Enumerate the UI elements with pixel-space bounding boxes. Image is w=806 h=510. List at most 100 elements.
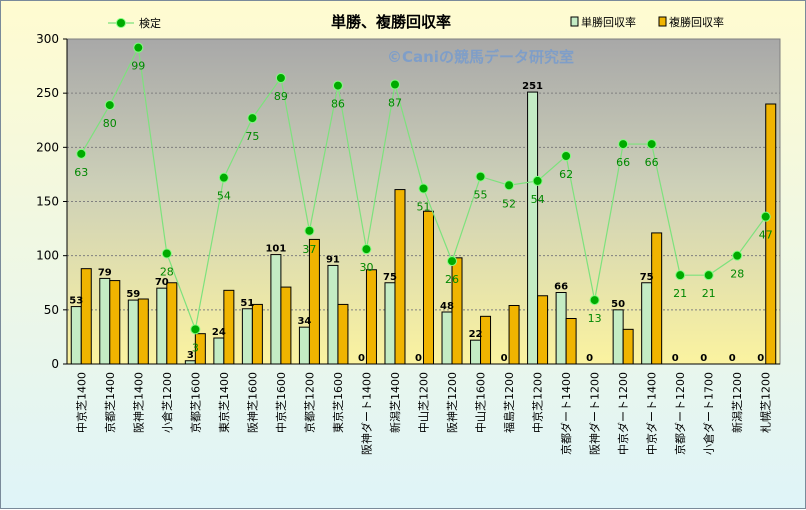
- kentei-data-label: 87: [388, 97, 402, 110]
- tansho-data-label: 0: [358, 353, 365, 364]
- bar-tansho: [127, 299, 139, 365]
- kentei-marker: [646, 139, 657, 150]
- kentei-marker: [190, 324, 201, 335]
- x-category-label: 阪神芝1400: [131, 372, 145, 433]
- kentei-data-label: 21: [673, 287, 687, 300]
- kentei-data-label: 62: [559, 168, 573, 181]
- kentei-data-label: 55: [474, 189, 488, 202]
- kentei-marker: [247, 113, 258, 124]
- kentei-marker: [532, 175, 543, 186]
- tansho-data-label: 3: [187, 350, 194, 361]
- kentei-data-label: 66: [616, 156, 630, 169]
- bar-fukusho: [765, 103, 777, 365]
- kentei-marker: [332, 80, 343, 91]
- tansho-data-label: 0: [729, 353, 736, 364]
- bar-tansho: [470, 339, 482, 365]
- kentei-marker: [418, 183, 429, 194]
- watermark: ©Caniの競馬データ研究室: [387, 48, 574, 66]
- kentei-marker: [504, 180, 515, 191]
- x-category-label: 京都芝1600: [188, 372, 202, 433]
- kentei-data-label: 3: [192, 341, 199, 354]
- x-category-label: 京都芝1400: [103, 372, 117, 433]
- kentei-marker: [304, 225, 315, 236]
- kentei-data-label: 63: [74, 166, 88, 179]
- x-category-label: 京都ダート1200: [673, 372, 687, 455]
- bar-fukusho: [166, 282, 178, 365]
- kentei-marker: [133, 42, 144, 53]
- kentei-data-label: 86: [331, 98, 345, 111]
- x-category-label: 阪神芝1200: [445, 372, 459, 433]
- x-category-label: 中山芝1600: [475, 372, 488, 433]
- x-category-label: 京都ダート1400: [559, 372, 573, 455]
- kentei-data-label: 28: [730, 268, 744, 281]
- x-category-label: 阪神ダート1400: [359, 372, 373, 455]
- x-category-label: 中京芝1400: [74, 372, 88, 433]
- x-category-label: 阪神ダート1200: [588, 372, 602, 455]
- kentei-marker: [76, 148, 87, 159]
- bar-fukusho: [451, 257, 463, 365]
- kentei-data-label: 51: [417, 201, 431, 214]
- bar-tansho: [70, 306, 82, 365]
- bar-fukusho: [109, 280, 121, 365]
- bar-fukusho: [537, 295, 549, 365]
- x-category-label: 新潟芝1200: [730, 372, 744, 433]
- x-category-label: 小倉芝1200: [160, 372, 174, 433]
- legend-tansho-label: 単勝回収率: [581, 15, 636, 29]
- kentei-data-label: 99: [131, 60, 145, 73]
- tansho-data-label: 75: [640, 272, 654, 283]
- bar-fukusho: [565, 318, 577, 365]
- bar-fukusho: [251, 303, 263, 365]
- bar-fukusho: [480, 315, 492, 365]
- bar-fukusho: [194, 333, 206, 365]
- tansho-data-label: 0: [501, 353, 508, 364]
- kentei-data-label: 30: [359, 261, 373, 274]
- kentei-marker: [161, 248, 172, 259]
- kentei-data-label: 52: [502, 197, 516, 210]
- bar-fukusho: [280, 286, 292, 365]
- tansho-data-label: 0: [700, 353, 707, 364]
- bar-tansho: [298, 326, 310, 365]
- bar-tansho: [612, 309, 624, 365]
- chart-title: 単勝、複勝回収率: [331, 13, 451, 31]
- bar-tansho: [441, 311, 453, 365]
- x-category-label: 京都芝1200: [302, 372, 316, 433]
- kentei-data-label: 54: [217, 190, 231, 203]
- x-category-label: 中京ダート1400: [645, 372, 659, 455]
- tansho-data-label: 34: [297, 316, 311, 327]
- tansho-data-label: 0: [672, 353, 679, 364]
- x-category-label: 札幌芝1200: [759, 372, 773, 433]
- kentei-marker: [104, 100, 115, 111]
- kentei-data-label: 21: [702, 287, 716, 300]
- tansho-data-label: 0: [757, 353, 764, 364]
- y-tick-label: 100: [36, 249, 59, 263]
- kentei-marker: [561, 151, 572, 161]
- kentei-marker: [675, 270, 686, 281]
- tansho-data-label: 0: [415, 353, 422, 364]
- bar-tansho: [641, 282, 653, 365]
- tansho-data-label: 91: [326, 254, 340, 265]
- tansho-data-label: 75: [383, 272, 397, 283]
- tansho-data-label: 50: [611, 299, 625, 310]
- bar-tansho: [555, 292, 567, 365]
- bar-fukusho: [337, 303, 349, 365]
- bar-fukusho: [308, 238, 320, 365]
- kentei-data-label: 26: [445, 273, 459, 286]
- x-category-label: 中山芝1200: [418, 372, 431, 433]
- tansho-data-label: 251: [522, 81, 543, 92]
- legend-fukusho-label: 複勝回収率: [669, 15, 724, 29]
- bar-tansho: [184, 360, 196, 365]
- legend-kentei-marker: [116, 18, 126, 28]
- bar-tansho: [156, 287, 168, 365]
- x-category-label: 福島芝1200: [502, 372, 516, 433]
- tansho-data-label: 51: [240, 298, 254, 309]
- kentei-data-label: 80: [103, 117, 117, 130]
- bar-fukusho: [80, 268, 92, 365]
- x-category-label: 中京芝1200: [531, 372, 545, 433]
- kentei-marker: [447, 256, 458, 267]
- kentei-marker: [732, 250, 743, 261]
- y-tick-label: 200: [36, 140, 59, 154]
- x-category-label: 東京芝1600: [331, 372, 345, 433]
- bar-tansho: [270, 254, 282, 365]
